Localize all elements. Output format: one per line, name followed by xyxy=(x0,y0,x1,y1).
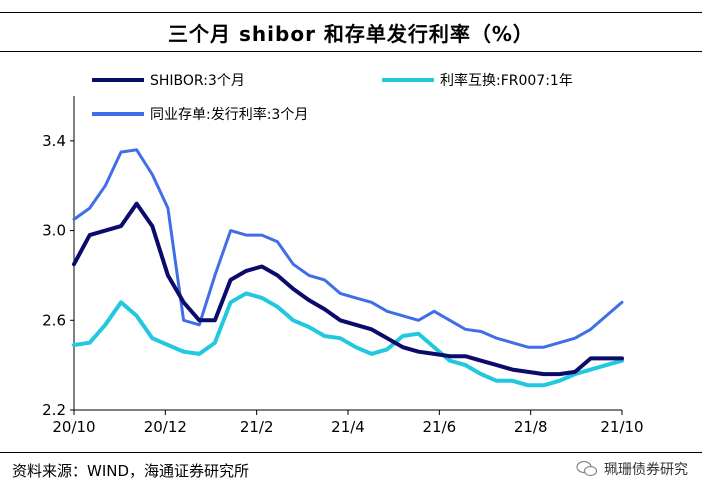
wechat-icon xyxy=(576,460,598,477)
series-line-1 xyxy=(72,291,624,388)
series-line-2 xyxy=(72,148,624,349)
chart-title-bar: 三个月 shibor 和存单发行利率（%） xyxy=(0,12,702,52)
x-tick-label: 21/8 xyxy=(514,418,548,436)
x-tick-label: 20/10 xyxy=(52,418,95,436)
line-chart: 2.2 2.6 3.0 3.4 20/10 20/12 21/2 21/4 21/6 21/8 21… xyxy=(42,72,643,436)
chart-title: 三个月 shibor 和存单发行利率（%） xyxy=(168,21,534,46)
source-note: 资料来源：WIND，海通证券研究所 xyxy=(12,462,250,480)
series-lines xyxy=(72,148,624,388)
x-tick-label: 21/6 xyxy=(422,418,456,436)
y-tick-label: 2.6 xyxy=(42,311,66,329)
y-tick-label: 3.0 xyxy=(42,222,66,240)
legend-label-1: 利率互换:FR007:1年 xyxy=(440,72,573,89)
watermark: 珮珊债券研究 xyxy=(576,459,688,479)
axes xyxy=(70,96,623,415)
series-line-0 xyxy=(72,201,624,377)
x-tick-label: 21/2 xyxy=(240,418,274,436)
tick-labels: 2.2 2.6 3.0 3.4 20/10 20/12 21/2 21/4 21/6 21/8 21… xyxy=(42,132,643,436)
x-tick-label: 20/12 xyxy=(144,418,187,436)
y-tick-label: 3.4 xyxy=(42,132,66,150)
x-tick-label: 21/4 xyxy=(331,418,365,436)
footer: 资料来源：WIND，海通证券研究所 珮珊债券研究 xyxy=(0,452,702,488)
legend-label-0: SHIBOR:3个月 xyxy=(150,73,245,89)
watermark-text: 珮珊债券研究 xyxy=(604,462,688,478)
legend-label-2: 同业存单:发行利率:3个月 xyxy=(150,106,308,123)
x-tick-label: 21/10 xyxy=(600,418,643,436)
y-tick-label: 2.2 xyxy=(42,401,66,419)
